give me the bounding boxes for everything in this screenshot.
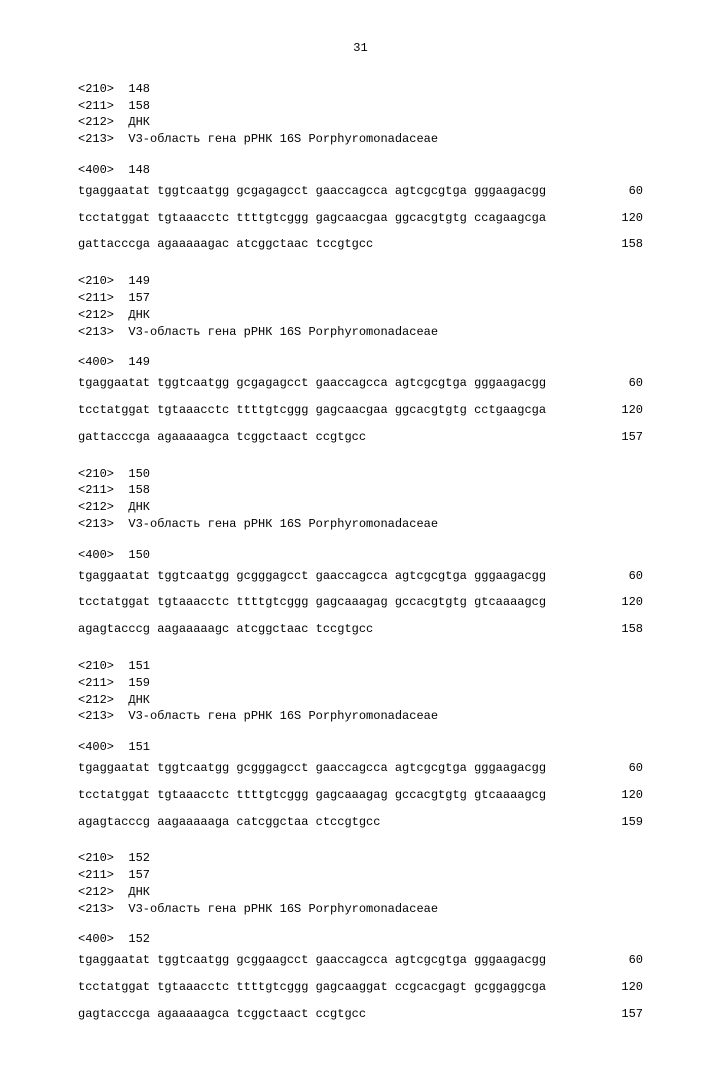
tag-400: <400> 149: [78, 354, 643, 371]
sequence-position: 158: [613, 621, 643, 638]
sequence-line: gattacccga agaaaaagca tcggctaact ccgtgcc…: [78, 429, 643, 446]
entries-container: <210> 148<211> 158<212> ДНК<213> V3-обла…: [78, 81, 643, 1023]
tag-212: <212> ДНК: [78, 114, 643, 131]
sequence-position: 60: [613, 183, 643, 200]
tag-211: <211> 159: [78, 675, 643, 692]
tag-213: <213> V3-область гена рРНК 16S Porphyrom…: [78, 901, 643, 918]
sequence-position: 120: [613, 210, 643, 227]
tag-211: <211> 158: [78, 482, 643, 499]
tag-210: <210> 148: [78, 81, 643, 98]
sequence-entry: <210> 152<211> 157<212> ДНК<213> V3-обла…: [78, 850, 643, 1022]
sequence-line: tcctatggat tgtaaacctc ttttgtcggg gagcaaa…: [78, 787, 643, 804]
sequence-line: tgaggaatat tggtcaatgg gcgggagcct gaaccag…: [78, 568, 643, 585]
tag-210: <210> 151: [78, 658, 643, 675]
sequence-text: tgaggaatat tggtcaatgg gcgagagcct gaaccag…: [78, 183, 546, 200]
sequence-line: gagtacccga agaaaaagca tcggctaact ccgtgcc…: [78, 1006, 643, 1023]
tag-210: <210> 152: [78, 850, 643, 867]
sequence-text: tgaggaatat tggtcaatgg gcgagagcct gaaccag…: [78, 375, 546, 392]
tag-212: <212> ДНК: [78, 499, 643, 516]
sequence-position: 120: [613, 402, 643, 419]
tag-212: <212> ДНК: [78, 884, 643, 901]
sequence-position: 159: [613, 814, 643, 831]
entry-header: <210> 149<211> 157<212> ДНК<213> V3-обла…: [78, 273, 643, 340]
tag-211: <211> 158: [78, 98, 643, 115]
sequence-text: tgaggaatat tggtcaatgg gcggaagcct gaaccag…: [78, 952, 546, 969]
tag-212: <212> ДНК: [78, 692, 643, 709]
sequence-line: tgaggaatat tggtcaatgg gcggaagcct gaaccag…: [78, 952, 643, 969]
tag-211: <211> 157: [78, 290, 643, 307]
sequence-line: tcctatggat tgtaaacctc ttttgtcggg gagcaac…: [78, 402, 643, 419]
sequence-text: tgaggaatat tggtcaatgg gcgggagcct gaaccag…: [78, 760, 546, 777]
sequence-text: agagtacccg aagaaaaagc atcggctaac tccgtgc…: [78, 621, 373, 638]
page-number: 31: [78, 40, 643, 57]
sequence-text: tgaggaatat tggtcaatgg gcgggagcct gaaccag…: [78, 568, 546, 585]
sequence-position: 120: [613, 594, 643, 611]
spacer: [78, 346, 643, 354]
sequence-position: 120: [613, 979, 643, 996]
tag-213: <213> V3-область гена рРНК 16S Porphyrom…: [78, 708, 643, 725]
tag-400: <400> 148: [78, 162, 643, 179]
sequence-line: agagtacccg aagaaaaagc atcggctaac tccgtgc…: [78, 621, 643, 638]
entry-header: <210> 150<211> 158<212> ДНК<213> V3-обла…: [78, 466, 643, 533]
sequence-text: tcctatggat tgtaaacctc ttttgtcggg gagcaag…: [78, 979, 546, 996]
entry-header: <210> 152<211> 157<212> ДНК<213> V3-обла…: [78, 850, 643, 917]
tag-212: <212> ДНК: [78, 307, 643, 324]
sequence-position: 60: [613, 375, 643, 392]
sequence-position: 60: [613, 760, 643, 777]
tag-400: <400> 150: [78, 547, 643, 564]
sequence-position: 158: [613, 236, 643, 253]
sequence-entry: <210> 149<211> 157<212> ДНК<213> V3-обла…: [78, 273, 643, 445]
tag-400: <400> 152: [78, 931, 643, 948]
sequence-position: 157: [613, 1006, 643, 1023]
sequence-line: tcctatggat tgtaaacctc ttttgtcggg gagcaac…: [78, 210, 643, 227]
spacer: [78, 154, 643, 162]
tag-400: <400> 151: [78, 739, 643, 756]
sequence-text: gattacccga agaaaaagac atcggctaac tccgtgc…: [78, 236, 373, 253]
sequence-position: 120: [613, 787, 643, 804]
sequence-line: tcctatggat tgtaaacctc ttttgtcggg gagcaag…: [78, 979, 643, 996]
tag-210: <210> 150: [78, 466, 643, 483]
sequence-text: gagtacccga agaaaaagca tcggctaact ccgtgcc: [78, 1006, 366, 1023]
sequence-line: tgaggaatat tggtcaatgg gcgggagcct gaaccag…: [78, 760, 643, 777]
sequence-text: gattacccga agaaaaagca tcggctaact ccgtgcc: [78, 429, 366, 446]
entry-header: <210> 148<211> 158<212> ДНК<213> V3-обла…: [78, 81, 643, 148]
sequence-text: agagtacccg aagaaaaaga catcggctaa ctccgtg…: [78, 814, 380, 831]
sequence-position: 157: [613, 429, 643, 446]
spacer: [78, 731, 643, 739]
sequence-line: agagtacccg aagaaaaaga catcggctaa ctccgtg…: [78, 814, 643, 831]
spacer: [78, 923, 643, 931]
sequence-text: tcctatggat tgtaaacctc ttttgtcggg gagcaac…: [78, 402, 546, 419]
tag-211: <211> 157: [78, 867, 643, 884]
sequence-text: tcctatggat tgtaaacctc ttttgtcggg gagcaac…: [78, 210, 546, 227]
entry-header: <210> 151<211> 159<212> ДНК<213> V3-обла…: [78, 658, 643, 725]
spacer: [78, 539, 643, 547]
sequence-entry: <210> 151<211> 159<212> ДНК<213> V3-обла…: [78, 658, 643, 830]
tag-213: <213> V3-область гена рРНК 16S Porphyrom…: [78, 131, 643, 148]
sequence-line: tgaggaatat tggtcaatgg gcgagagcct gaaccag…: [78, 183, 643, 200]
sequence-text: tcctatggat tgtaaacctc ttttgtcggg gagcaaa…: [78, 787, 546, 804]
tag-210: <210> 149: [78, 273, 643, 290]
sequence-line: tcctatggat tgtaaacctc ttttgtcggg gagcaaa…: [78, 594, 643, 611]
sequence-position: 60: [613, 568, 643, 585]
tag-213: <213> V3-область гена рРНК 16S Porphyrom…: [78, 324, 643, 341]
sequence-line: gattacccga agaaaaagac atcggctaac tccgtgc…: [78, 236, 643, 253]
sequence-entry: <210> 148<211> 158<212> ДНК<213> V3-обла…: [78, 81, 643, 253]
sequence-line: tgaggaatat tggtcaatgg gcgagagcct gaaccag…: [78, 375, 643, 392]
sequence-text: tcctatggat tgtaaacctc ttttgtcggg gagcaaa…: [78, 594, 546, 611]
sequence-entry: <210> 150<211> 158<212> ДНК<213> V3-обла…: [78, 466, 643, 638]
page: 31 <210> 148<211> 158<212> ДНК<213> V3-о…: [0, 0, 707, 1083]
tag-213: <213> V3-область гена рРНК 16S Porphyrom…: [78, 516, 643, 533]
sequence-position: 60: [613, 952, 643, 969]
